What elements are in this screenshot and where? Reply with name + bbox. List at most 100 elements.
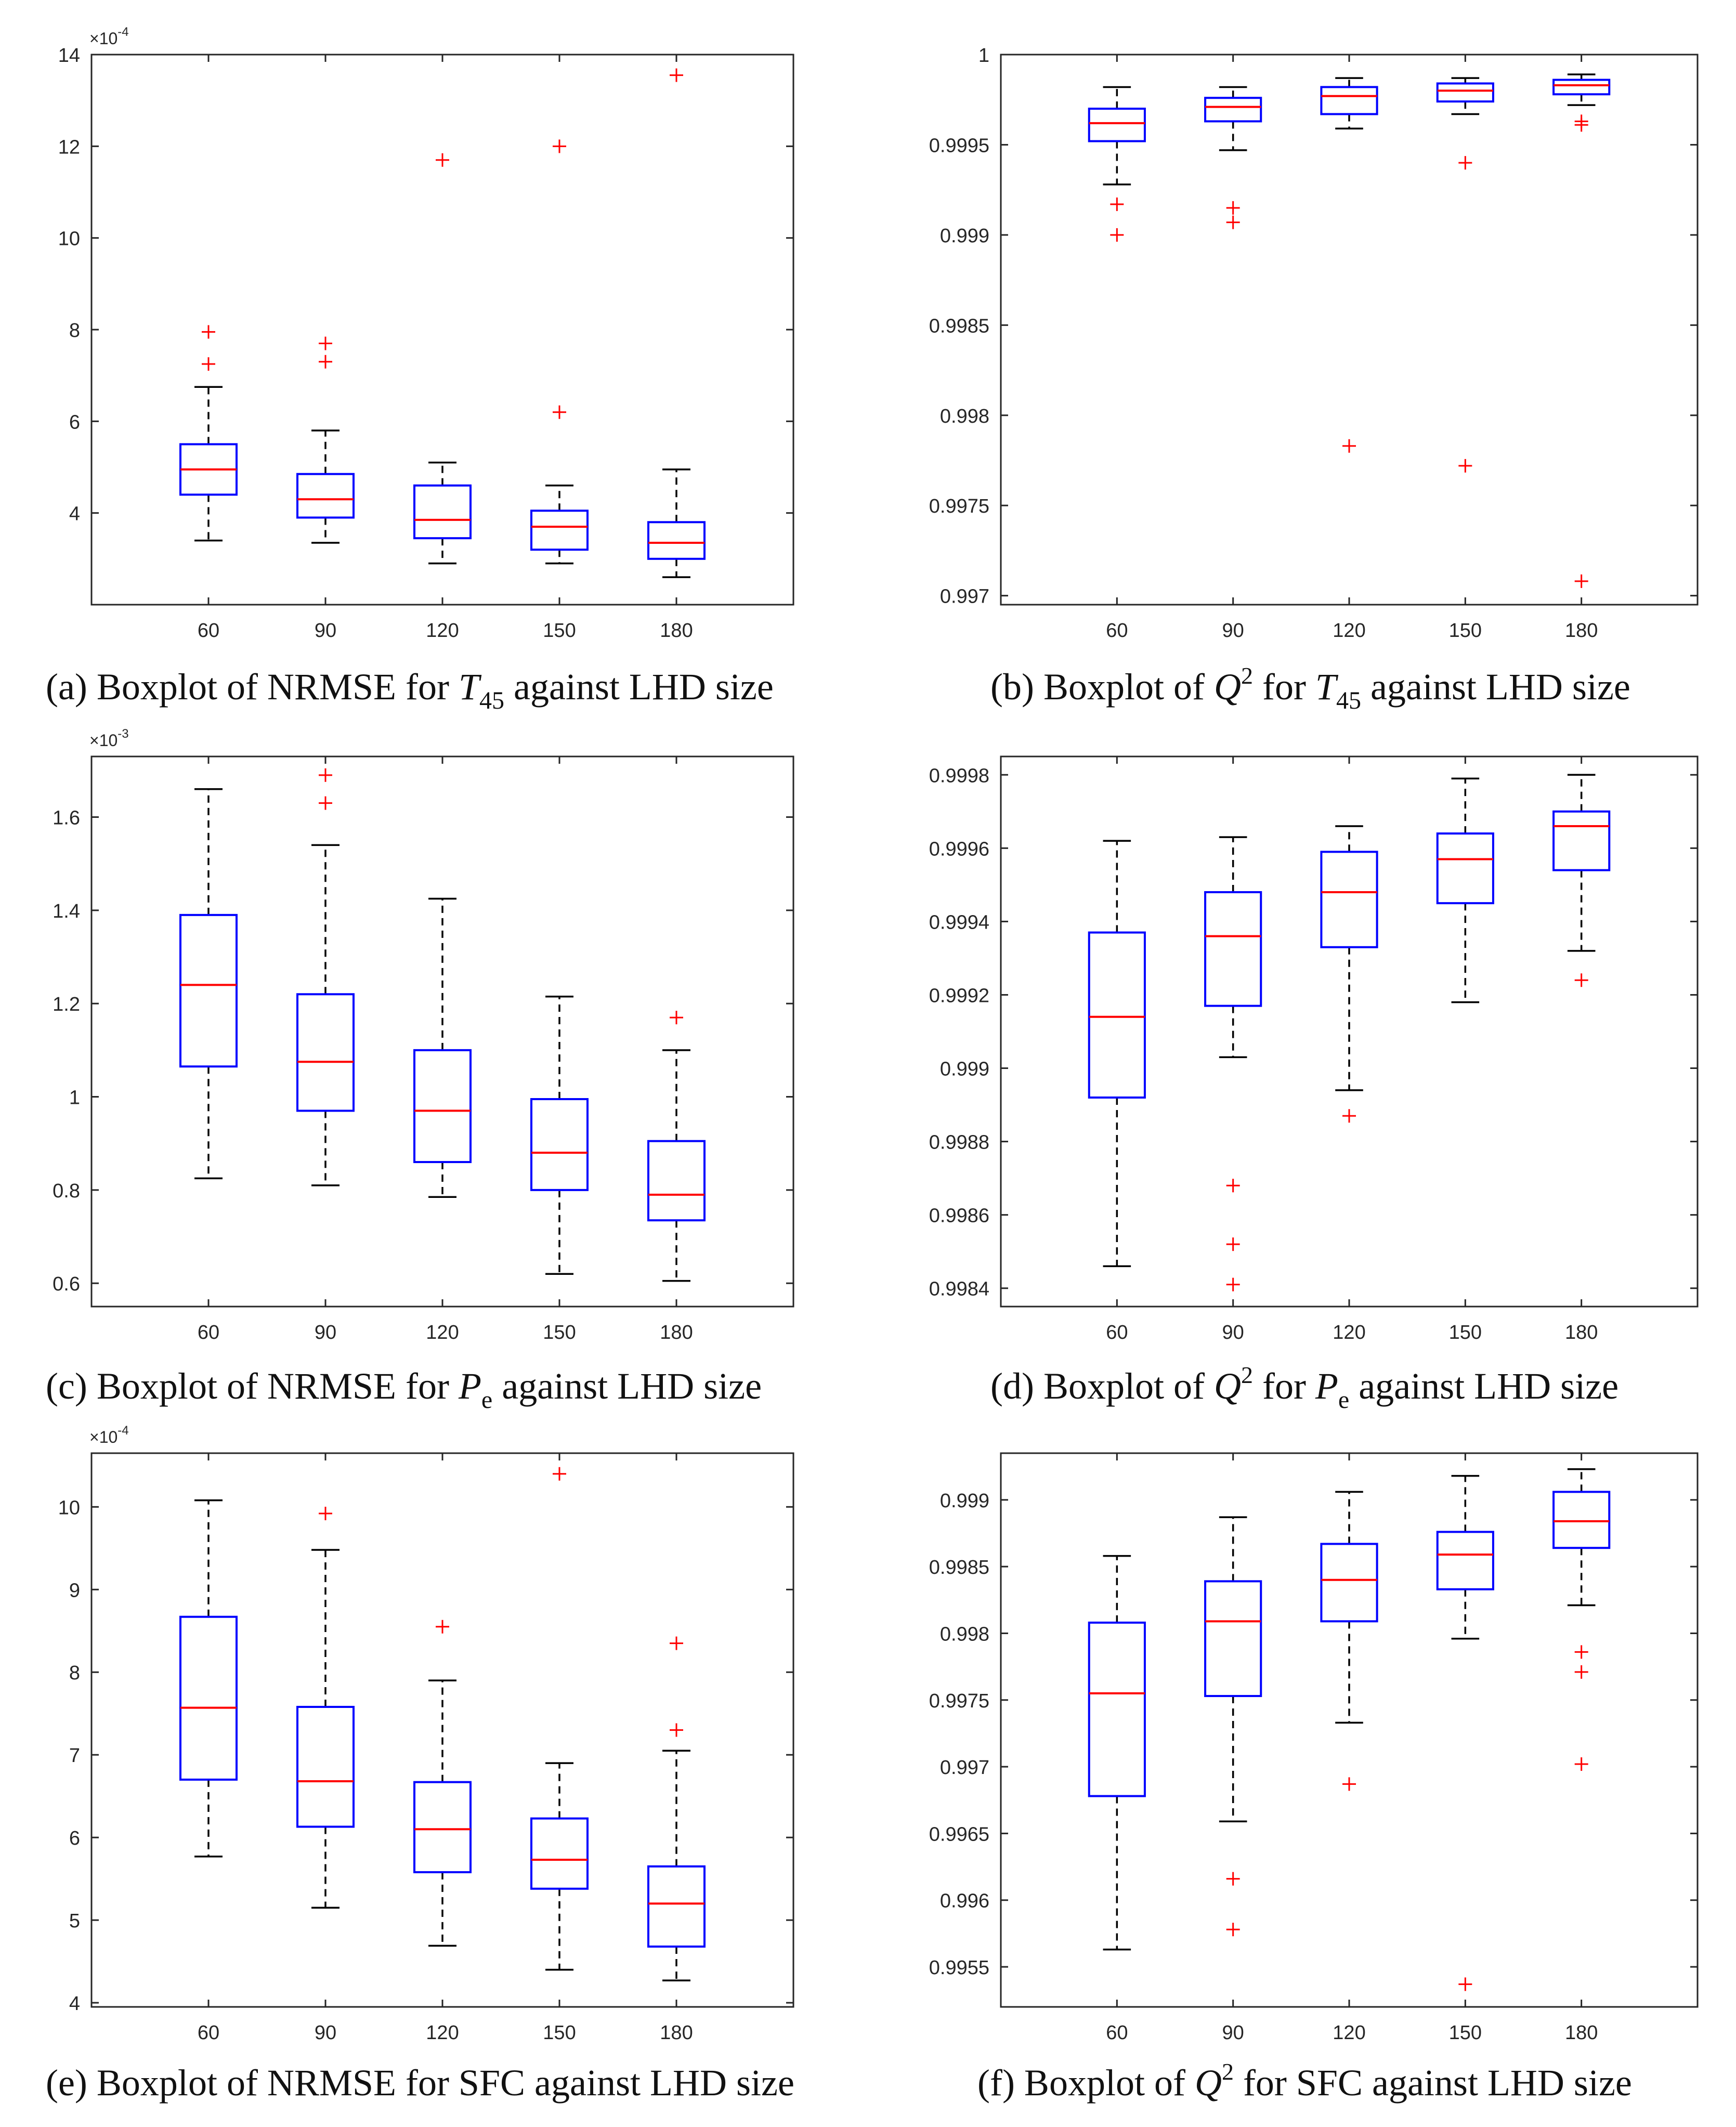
axis-exponent: ×10-4 (89, 25, 129, 48)
chart-panel: 0.9984 0.9986 0.9988 0.999 0.9992 0.9994 0.999… (929, 755, 1699, 1414)
x-tick-label: 180 (660, 1322, 693, 1343)
x-tick-label: 150 (543, 620, 576, 642)
x-tick-label: 90 (1222, 620, 1244, 642)
box-60 (1088, 86, 1146, 242)
x-tick-label: 150 (543, 2022, 576, 2044)
y-tick-label: 0.9985 (929, 1557, 989, 1578)
box-150 (1436, 1474, 1494, 1991)
axis-exponent: ×10-3 (89, 727, 129, 750)
iqr-box (1204, 97, 1262, 123)
y-tick-label: 1.6 (53, 807, 80, 829)
box-180 (647, 1636, 706, 1981)
box-150 (530, 139, 589, 565)
outlier-marker (670, 1636, 683, 1650)
x-tick-label: 120 (426, 1322, 459, 1343)
iqr-box (1088, 108, 1146, 142)
x-tick-label: 90 (315, 2022, 336, 2044)
outlier-marker (1458, 459, 1472, 473)
y-tick-label: 4 (69, 1993, 80, 2015)
y-tick-label: 10 (58, 228, 80, 250)
caption-sym: Q (1195, 2062, 1222, 2104)
y-tick-label: 0.9992 (929, 985, 989, 1007)
caption-sym: P (458, 1365, 481, 1407)
iqr-box (1088, 931, 1146, 1099)
y-tick-label: 8 (69, 1662, 80, 1684)
box-120 (413, 897, 472, 1198)
y-tick-label: 0.997 (940, 1757, 989, 1779)
iqr-box (1204, 1580, 1262, 1698)
iqr-box (647, 521, 706, 560)
iqr-box (179, 1615, 238, 1781)
caption-sup: 2 (1241, 1362, 1253, 1388)
outlier-marker (202, 325, 215, 339)
y-tick-label: 4 (69, 503, 80, 525)
iqr-box (1436, 832, 1494, 905)
outlier-marker (1226, 1923, 1240, 1937)
y-tick-label: 0.999 (940, 1490, 989, 1512)
box-90 (1204, 1516, 1262, 1937)
outlier-marker (1226, 215, 1240, 229)
iqr-box (530, 510, 589, 551)
outlier-marker (553, 1467, 566, 1481)
y-tick-label: 6 (69, 1828, 80, 1849)
exponent-base: ×10 (89, 1428, 118, 1446)
x-tick-label: 90 (1222, 1322, 1244, 1343)
iqr-box (1436, 82, 1494, 103)
chart-panel: 0.6 0.8 1 1.2 1.4 1.6 60 90 120 150 180 ×10-3 (c) Bo… (46, 727, 794, 1414)
x-tick-label: 150 (1449, 1322, 1482, 1343)
x-tick-label: 180 (660, 620, 693, 642)
outlier-marker (1110, 228, 1124, 242)
caption-mid: for SFC against LHD size (1234, 2062, 1632, 2104)
iqr-box (296, 993, 355, 1112)
y-tick-label: 8 (69, 320, 80, 342)
x-tick-label: 120 (426, 2022, 459, 2044)
outlier-marker (1574, 574, 1588, 588)
x-tick-label: 180 (660, 2022, 693, 2044)
caption-sub2: 45 (1336, 687, 1361, 714)
outlier-marker (1574, 1645, 1588, 1659)
caption-pre: (a) Boxplot of NRMSE for (46, 666, 459, 708)
outlier-marker (553, 139, 566, 153)
box-150 (530, 996, 589, 1275)
exponent-power: -4 (118, 25, 128, 39)
x-tick-label: 180 (1565, 620, 1598, 642)
caption-sup: 2 (1222, 2058, 1234, 2085)
x-tick-label: 120 (1333, 620, 1365, 642)
chart-panel: 0.997 0.9975 0.998 0.9985 0.999 0.9995 1 60 90 12… (929, 45, 1699, 714)
y-tick-label: 0.9994 (929, 911, 989, 933)
outlier-marker (202, 357, 215, 371)
box-180 (1552, 1468, 1611, 1771)
iqr-box (530, 1817, 589, 1890)
outlier-marker (1226, 1872, 1240, 1886)
box-120 (413, 1620, 472, 1947)
box-60 (1088, 1555, 1146, 1951)
y-tick-label: 0.997 (940, 586, 989, 608)
y-tick-label: 7 (69, 1745, 80, 1767)
outlier-marker (1458, 156, 1472, 170)
x-tick-label: 90 (1222, 2022, 1244, 2044)
iqr-box (413, 484, 472, 540)
box-120 (1320, 825, 1378, 1123)
iqr-box (1320, 851, 1378, 948)
x-tick-label: 180 (1565, 1322, 1598, 1343)
y-tick-label: 0.9984 (929, 1278, 989, 1300)
x-tick-label: 120 (426, 620, 459, 642)
outlier-marker (670, 1723, 683, 1737)
y-tick-label: 0.9996 (929, 838, 989, 860)
y-tick-label: 0.999 (940, 1059, 989, 1080)
box-60 (179, 1499, 238, 1858)
outlier-marker (319, 355, 332, 369)
outlier-marker (1458, 1977, 1472, 1991)
box-120 (1320, 77, 1378, 453)
caption-sym: Q (1214, 666, 1241, 708)
box-180 (647, 68, 706, 578)
caption-mid: for (1253, 1365, 1315, 1407)
iqr-box (1552, 810, 1611, 871)
outlier-marker (1342, 1109, 1356, 1123)
y-tick-label: 12 (58, 136, 80, 158)
x-tick-label: 150 (1449, 620, 1482, 642)
figure-caption: (f) Boxplot of Q2 for SFC against LHD si… (977, 2058, 1632, 2104)
plot-frame (1000, 1452, 1699, 2008)
y-tick-label: 0.9988 (929, 1132, 989, 1154)
y-tick-label: 0.9975 (929, 495, 989, 517)
